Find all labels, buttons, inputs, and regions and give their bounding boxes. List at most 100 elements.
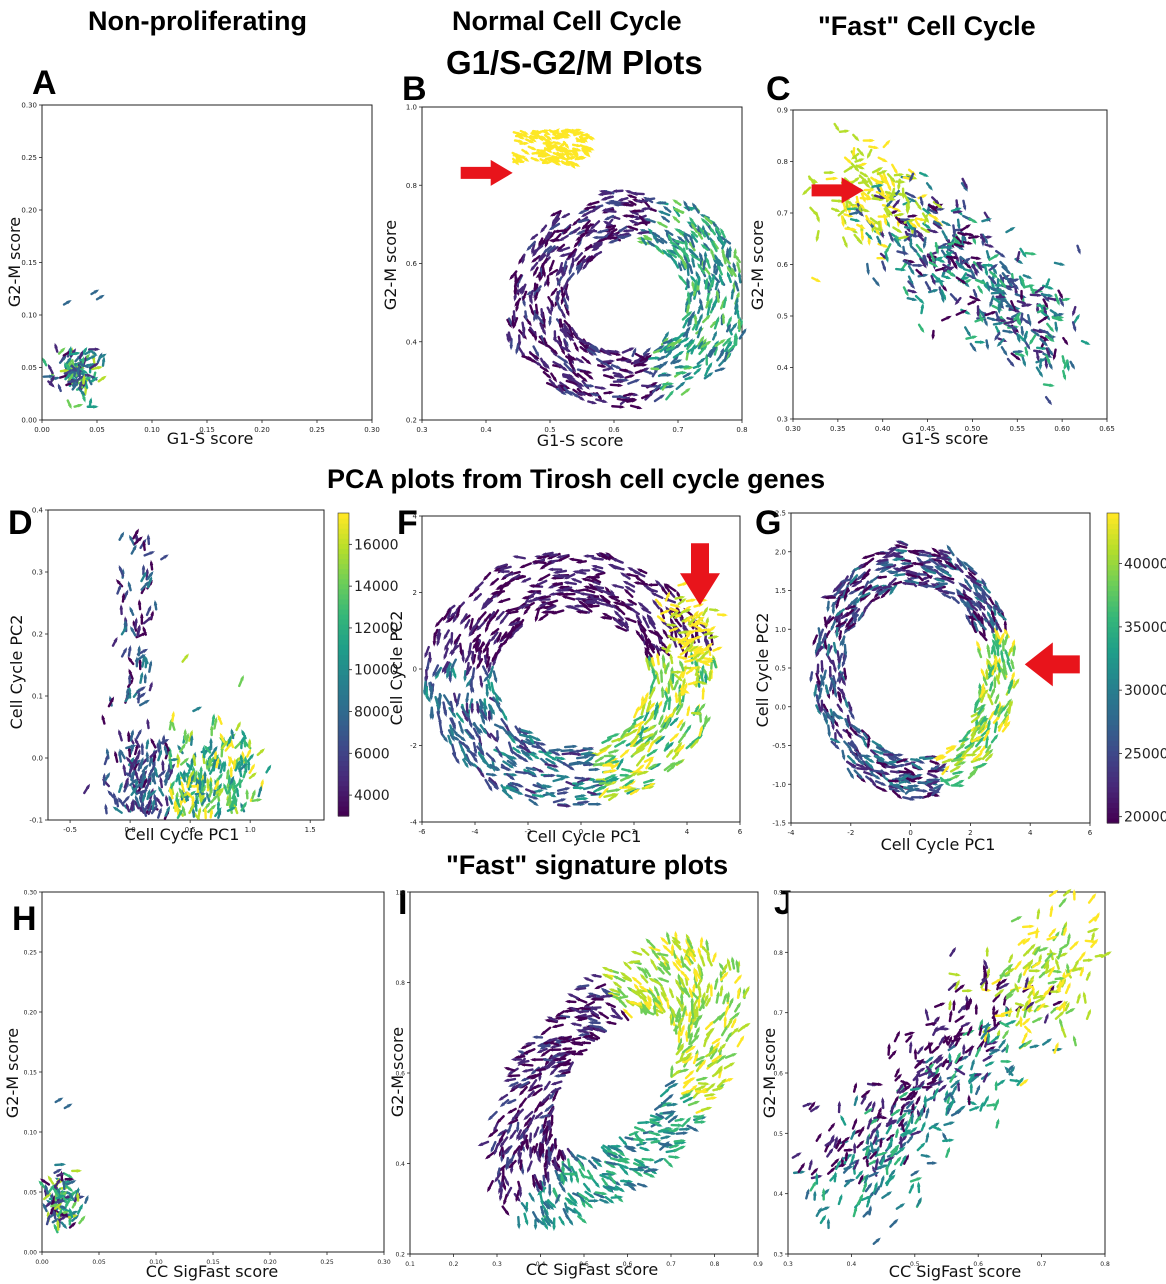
cell-arrow-head (54, 376, 61, 381)
cell-arrow-head (698, 325, 702, 331)
cell-arrow-head (540, 239, 546, 246)
cell-arrow-head (673, 355, 679, 361)
cell-arrow-head (619, 374, 626, 379)
cell-arrow-head (566, 329, 572, 335)
cell-arrow-head (691, 202, 697, 208)
cell-arrow-head (671, 245, 677, 249)
cell-arrow-head (91, 355, 97, 359)
cell-arrow-head (667, 349, 673, 355)
x-tick-label: 0.60 (1054, 425, 1070, 433)
cell-arrow-head (558, 237, 564, 242)
cell-arrow-head (558, 253, 565, 257)
cell-arrow-head (568, 367, 574, 373)
cell-arrow-head (704, 353, 709, 359)
cell-arrow-head (539, 319, 545, 325)
cell-arrow-head (582, 264, 587, 271)
cell-arrow-head (508, 336, 512, 343)
cell-arrow-head (703, 250, 708, 257)
column-header-non-proliferating: Non-proliferating (88, 6, 307, 36)
cell-arrow-head (97, 366, 103, 370)
cell-arrow-head (646, 347, 652, 353)
panel-c: 0.30 0.35 0.40 0.45 0.50 0.55 0.60 0.650.30.40.… (748, 107, 1115, 449)
cell-arrow-head (621, 214, 628, 218)
cell-arrow-head (737, 271, 742, 277)
colorbar-segment (338, 659, 349, 666)
cell-arrow-head (562, 230, 568, 236)
cell-arrow-head (616, 365, 622, 369)
cell-arrow-head (672, 336, 678, 342)
cell-arrow-head (710, 278, 715, 285)
cell-arrow-head (720, 339, 726, 344)
cell-arrow-head (673, 240, 679, 244)
cell-arrow-head (531, 146, 538, 151)
cell-arrow-head (712, 221, 717, 227)
cell-arrow-head (543, 341, 548, 348)
cell-arrow-head (591, 246, 597, 252)
y-tick-label: 4 (413, 513, 418, 521)
x-tick-label: 0.4 (480, 426, 492, 434)
cell-arrow-head (668, 249, 674, 254)
cell-arrow-head (665, 249, 672, 254)
cell-arrow-head (596, 229, 602, 234)
cell-arrow-head (529, 299, 533, 305)
cell-arrow-head (607, 367, 613, 371)
cell-arrow-head (714, 253, 719, 260)
row-header-g1s-g2m: G1/S-G2/M Plots (446, 44, 703, 81)
cell-arrow-head (699, 226, 704, 232)
y-tick-label: 0.20 (21, 207, 37, 215)
cell-arrow-head (690, 222, 696, 228)
cell-arrow-head (667, 252, 673, 259)
cell-arrow-head (550, 291, 555, 297)
cell-arrow-head (647, 228, 653, 234)
cell-arrow-head (626, 194, 633, 199)
x-tick-label: 0.8 (736, 426, 747, 434)
colorbar-segment (338, 674, 349, 681)
cell-arrow-head (101, 353, 107, 358)
cell-arrow-head (711, 239, 715, 246)
cell-arrow-head (639, 369, 646, 373)
cell-arrow-head (557, 248, 563, 252)
cell-arrow-head (734, 333, 739, 340)
cell-arrow-head (587, 370, 593, 374)
plot-frame (41, 104, 373, 421)
cell-arrow-head (688, 376, 695, 380)
cell-arrow-head (531, 358, 538, 363)
cell-arrow-head (606, 351, 612, 357)
cell-arrow-head (565, 310, 570, 317)
cell-arrow-head (552, 377, 558, 383)
cell-arrow-head (531, 137, 537, 143)
cell-arrow-head (556, 340, 563, 345)
y-tick-label: 0.3 (777, 416, 788, 424)
cell-arrow-head (66, 300, 72, 305)
cell-arrow-head (545, 235, 551, 241)
colorbar-segment (338, 568, 349, 575)
cell-arrow-head (545, 364, 550, 370)
x-tick-label: 1.5 (305, 826, 316, 834)
colorbar-segment (338, 750, 349, 756)
cell-arrow-head (67, 403, 72, 410)
cell-arrow-head (603, 209, 609, 213)
cell-arrow-head (79, 375, 85, 380)
cell-arrow-head (669, 384, 675, 389)
cell-arrow-head (644, 218, 650, 222)
cell-arrow-head (653, 384, 660, 388)
panel-a: 0.00 0.05 0.10 0.15 0.20 0.25 0.300.000.050.10… (5, 102, 380, 449)
cell-arrow-head (558, 269, 562, 276)
velocity-arrows (42, 289, 107, 410)
cell-arrow-head (689, 234, 694, 240)
cell-arrow-head (533, 356, 539, 362)
cell-arrow-head (516, 288, 522, 294)
cell-arrow-head (586, 359, 592, 365)
cell-arrow-head (513, 290, 517, 296)
panel-label-h: H (12, 900, 37, 938)
cell-arrow-head (515, 306, 519, 313)
y-axis-label: G2-M score (5, 217, 24, 307)
cell-arrow-head (574, 151, 579, 157)
cell-arrow-head (646, 239, 652, 245)
cell-arrow-head (542, 272, 546, 278)
cell-arrow-head (99, 294, 105, 299)
cell-arrow-head (686, 262, 690, 269)
colorbar-segment (338, 654, 349, 661)
y-tick-label: 0.6 (777, 261, 789, 269)
cell-arrow-head (700, 217, 706, 223)
